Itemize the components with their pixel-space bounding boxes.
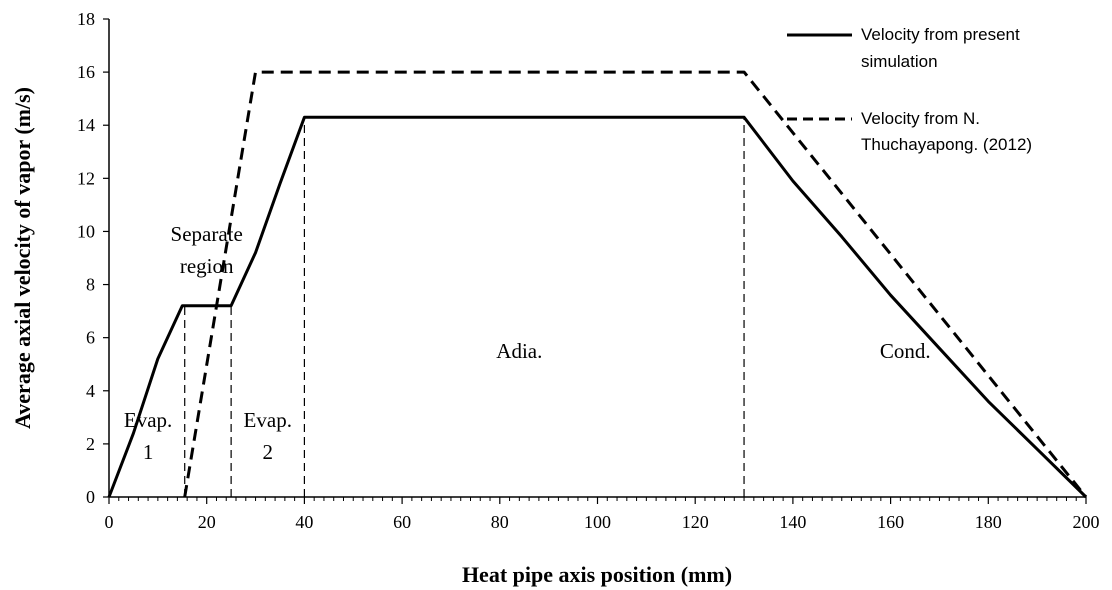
x-axis-title: Heat pipe axis position (mm) <box>462 562 732 587</box>
x-tick-label: 120 <box>682 512 709 532</box>
data-series <box>107 70 1088 499</box>
y-tick-label: 18 <box>77 9 95 29</box>
y-tick-label: 2 <box>86 434 95 454</box>
x-tick-label: 100 <box>584 512 611 532</box>
region-label: Cond. <box>880 339 931 363</box>
legend-label: simulation <box>861 52 938 71</box>
x-tick-label: 180 <box>975 512 1002 532</box>
series-line-reference <box>183 70 1088 498</box>
series-line-simulation <box>107 115 1088 499</box>
region-label: 2 <box>263 440 274 464</box>
region-label: Separate <box>171 222 243 246</box>
y-tick-label: 0 <box>86 487 95 507</box>
legend-label: Velocity from N. <box>861 109 980 128</box>
region-label: region <box>180 254 234 278</box>
y-tick-label: 10 <box>77 221 95 241</box>
region-label: Evap. <box>124 408 172 432</box>
x-tick-label: 160 <box>877 512 904 532</box>
y-tick-label: 12 <box>77 168 95 188</box>
y-tick-label: 6 <box>86 328 95 348</box>
region-boundaries <box>184 117 745 497</box>
x-tick-label: 0 <box>105 512 114 532</box>
x-tick-label: 40 <box>295 512 313 532</box>
y-tick-label: 4 <box>86 381 95 401</box>
x-tick-label: 20 <box>198 512 216 532</box>
region-label: Adia. <box>496 339 542 363</box>
y-axis-title: Average axial velocity of vapor (m/s) <box>10 87 35 429</box>
x-tick-label: 200 <box>1073 512 1100 532</box>
legend: Velocity from present simulation Velocity … <box>787 25 1032 154</box>
y-tick-label: 14 <box>77 115 95 135</box>
x-tick-label: 60 <box>393 512 411 532</box>
legend-label: Thuchayapong. (2012) <box>861 135 1032 154</box>
y-tick-label: 16 <box>77 62 95 82</box>
region-labels: Evap. 1 Separate region Evap. 2 Adia. Cond. <box>124 222 931 464</box>
x-tick-label: 140 <box>779 512 806 532</box>
legend-label: Velocity from present <box>861 25 1020 44</box>
region-label: Evap. <box>244 408 292 432</box>
x-tick-label: 80 <box>491 512 509 532</box>
y-tick-label: 8 <box>86 275 95 295</box>
region-label: 1 <box>143 440 154 464</box>
